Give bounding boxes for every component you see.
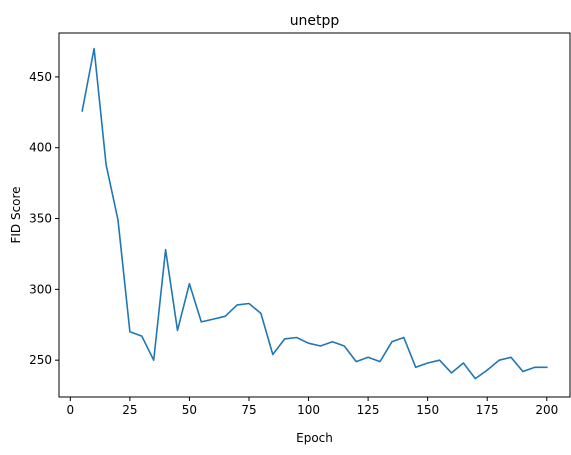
y-tick-label: 300 — [29, 282, 52, 296]
y-tick-label: 400 — [29, 141, 52, 155]
plot-area — [59, 33, 570, 397]
x-tick-label: 25 — [122, 403, 137, 417]
x-tick-label: 125 — [357, 403, 380, 417]
x-tick-label: 200 — [535, 403, 558, 417]
y-tick-label: 350 — [29, 212, 52, 226]
x-tick-label: 150 — [416, 403, 439, 417]
x-tick-label: 0 — [66, 403, 74, 417]
plot-frame — [58, 32, 571, 398]
x-tick-label: 175 — [476, 403, 499, 417]
chart-title: unetpp — [290, 13, 340, 29]
y-tick-label: 450 — [29, 70, 52, 84]
fid-score-line — [81, 47, 548, 380]
y-tick-label: 250 — [29, 353, 52, 367]
x-axis-label: Epoch — [296, 431, 333, 445]
x-tick-label: 100 — [297, 403, 320, 417]
x-tick-label: 50 — [182, 403, 197, 417]
x-tick-label: 75 — [241, 403, 256, 417]
y-axis-label: FID Score — [9, 186, 23, 243]
